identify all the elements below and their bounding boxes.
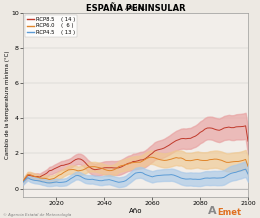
Text: ANUAL: ANUAL (125, 6, 146, 11)
X-axis label: Año: Año (129, 208, 142, 214)
Title: ESPAÑA PENINSULAR: ESPAÑA PENINSULAR (86, 4, 185, 13)
Text: A: A (208, 206, 217, 216)
Text: © Agencia Estatal de Meteorología: © Agencia Estatal de Meteorología (3, 213, 71, 217)
Legend: RCP8.5    ( 14 ), RCP6.0    (  6 ), RCP4.5    ( 13 ): RCP8.5 ( 14 ), RCP6.0 ( 6 ), RCP4.5 ( 13… (25, 15, 77, 37)
Y-axis label: Cambio de la temperatura mínima (°C): Cambio de la temperatura mínima (°C) (4, 51, 10, 160)
Text: Emet: Emet (217, 208, 241, 217)
